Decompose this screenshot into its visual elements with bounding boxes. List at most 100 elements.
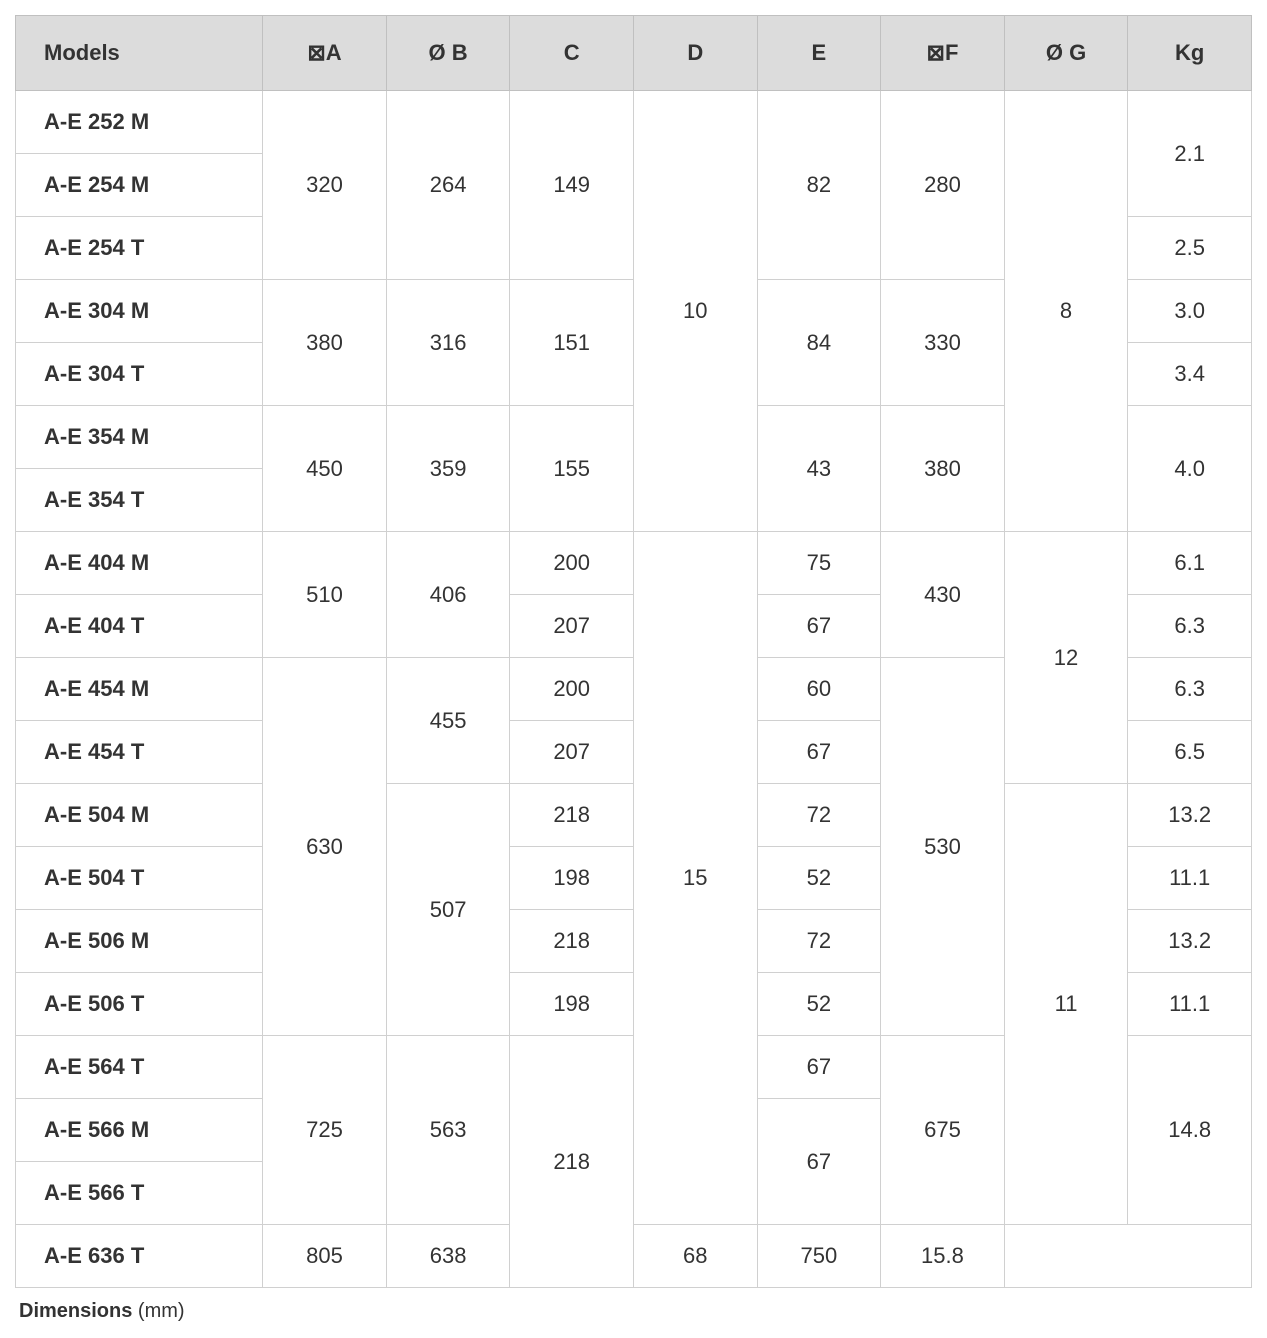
data-cell: 149 xyxy=(510,91,634,280)
data-cell: 430 xyxy=(881,532,1005,658)
model-cell: A-E 252 M xyxy=(16,91,263,154)
data-cell: 563 xyxy=(386,1036,510,1225)
data-cell: 805 xyxy=(263,1225,387,1288)
model-cell: A-E 354 M xyxy=(16,406,263,469)
data-cell: 10 xyxy=(633,91,757,532)
data-cell: 530 xyxy=(881,658,1005,1036)
table-row: A-E 404 M5104062001575430126.1 xyxy=(16,532,1252,595)
data-cell: 406 xyxy=(386,532,510,658)
data-cell: 67 xyxy=(757,1036,881,1099)
data-cell: 218 xyxy=(510,1036,634,1288)
model-cell: A-E 304 T xyxy=(16,343,263,406)
data-cell: 15.8 xyxy=(881,1225,1005,1288)
data-cell: 200 xyxy=(510,658,634,721)
data-cell: 13.2 xyxy=(1128,784,1252,847)
model-cell: A-E 506 M xyxy=(16,910,263,973)
model-cell: A-E 254 M xyxy=(16,154,263,217)
model-cell: A-E 564 T xyxy=(16,1036,263,1099)
data-cell: 4.0 xyxy=(1128,406,1252,532)
data-cell: 3.0 xyxy=(1128,280,1252,343)
data-cell: 52 xyxy=(757,973,881,1036)
data-cell: 198 xyxy=(510,847,634,910)
dimensions-table: Models ⊠A Ø B C D E ⊠F Ø G Kg A-E 252 M3… xyxy=(15,15,1252,1288)
model-cell: A-E 404 M xyxy=(16,532,263,595)
data-cell: 218 xyxy=(510,784,634,847)
data-cell: 6.3 xyxy=(1128,595,1252,658)
model-cell: A-E 404 T xyxy=(16,595,263,658)
model-cell: A-E 454 M xyxy=(16,658,263,721)
col-e: E xyxy=(757,16,881,91)
header-row: Models ⊠A Ø B C D E ⊠F Ø G Kg xyxy=(16,16,1252,91)
data-cell: 14.8 xyxy=(1128,1036,1252,1225)
data-cell: 320 xyxy=(263,91,387,280)
data-cell: 6.5 xyxy=(1128,721,1252,784)
data-cell: 507 xyxy=(386,784,510,1036)
data-cell: 8 xyxy=(1004,91,1128,532)
model-cell: A-E 304 M xyxy=(16,280,263,343)
data-cell: 200 xyxy=(510,532,634,595)
data-cell: 3.4 xyxy=(1128,343,1252,406)
data-cell: 155 xyxy=(510,406,634,532)
data-cell: 359 xyxy=(386,406,510,532)
caption-bold: Dimensions xyxy=(19,1300,132,1322)
data-cell: 151 xyxy=(510,280,634,406)
model-cell: A-E 636 T xyxy=(16,1225,263,1288)
data-cell: 52 xyxy=(757,847,881,910)
col-f: ⊠F xyxy=(881,16,1005,91)
model-cell: A-E 254 T xyxy=(16,217,263,280)
data-cell: 198 xyxy=(510,973,634,1036)
data-cell: 6.3 xyxy=(1128,658,1252,721)
data-cell: 316 xyxy=(386,280,510,406)
data-cell: 380 xyxy=(263,280,387,406)
data-cell: 630 xyxy=(263,658,387,1036)
col-kg: Kg xyxy=(1128,16,1252,91)
data-cell: 218 xyxy=(510,910,634,973)
data-cell: 12 xyxy=(1004,532,1128,784)
model-cell: A-E 454 T xyxy=(16,721,263,784)
data-cell: 207 xyxy=(510,595,634,658)
data-cell: 68 xyxy=(633,1225,757,1288)
data-cell: 43 xyxy=(757,406,881,532)
data-cell: 264 xyxy=(386,91,510,280)
data-cell: 638 xyxy=(386,1225,510,1288)
data-cell: 455 xyxy=(386,658,510,784)
caption-rest: (mm) xyxy=(132,1300,184,1322)
table-row: A-E 636 T805638 6875015.8 xyxy=(16,1225,1252,1288)
data-cell: 75 xyxy=(757,532,881,595)
data-cell: 750 xyxy=(757,1225,881,1288)
model-cell: A-E 354 T xyxy=(16,469,263,532)
col-c: C xyxy=(510,16,634,91)
data-cell: 725 xyxy=(263,1036,387,1225)
col-models: Models xyxy=(16,16,263,91)
data-cell: 675 xyxy=(881,1036,1005,1225)
data-cell: 510 xyxy=(263,532,387,658)
col-d: D xyxy=(633,16,757,91)
data-cell: 2.5 xyxy=(1128,217,1252,280)
model-cell: A-E 566 T xyxy=(16,1162,263,1225)
table-row: A-E 252 M320264149108228082.1 xyxy=(16,91,1252,154)
data-cell: 15 xyxy=(633,532,757,1225)
col-a: ⊠A xyxy=(263,16,387,91)
model-cell: A-E 504 T xyxy=(16,847,263,910)
data-cell: 67 xyxy=(757,721,881,784)
model-cell: A-E 506 T xyxy=(16,973,263,1036)
col-g: Ø G xyxy=(1004,16,1128,91)
model-cell: A-E 566 M xyxy=(16,1099,263,1162)
table-body: A-E 252 M320264149108228082.1A-E 254 MA-… xyxy=(16,91,1252,1288)
data-cell: 67 xyxy=(757,1099,881,1225)
data-cell: 11.1 xyxy=(1128,847,1252,910)
data-cell: 6.1 xyxy=(1128,532,1252,595)
data-cell: 67 xyxy=(757,595,881,658)
data-cell: 2.1 xyxy=(1128,91,1252,217)
model-cell: A-E 504 M xyxy=(16,784,263,847)
data-cell: 72 xyxy=(757,784,881,847)
data-cell: 330 xyxy=(881,280,1005,406)
caption: Dimensions (mm) xyxy=(15,1300,1252,1323)
data-cell: 72 xyxy=(757,910,881,973)
data-cell: 207 xyxy=(510,721,634,784)
data-cell: 13.2 xyxy=(1128,910,1252,973)
data-cell: 380 xyxy=(881,406,1005,532)
data-cell: 84 xyxy=(757,280,881,406)
data-cell: 60 xyxy=(757,658,881,721)
col-b: Ø B xyxy=(386,16,510,91)
